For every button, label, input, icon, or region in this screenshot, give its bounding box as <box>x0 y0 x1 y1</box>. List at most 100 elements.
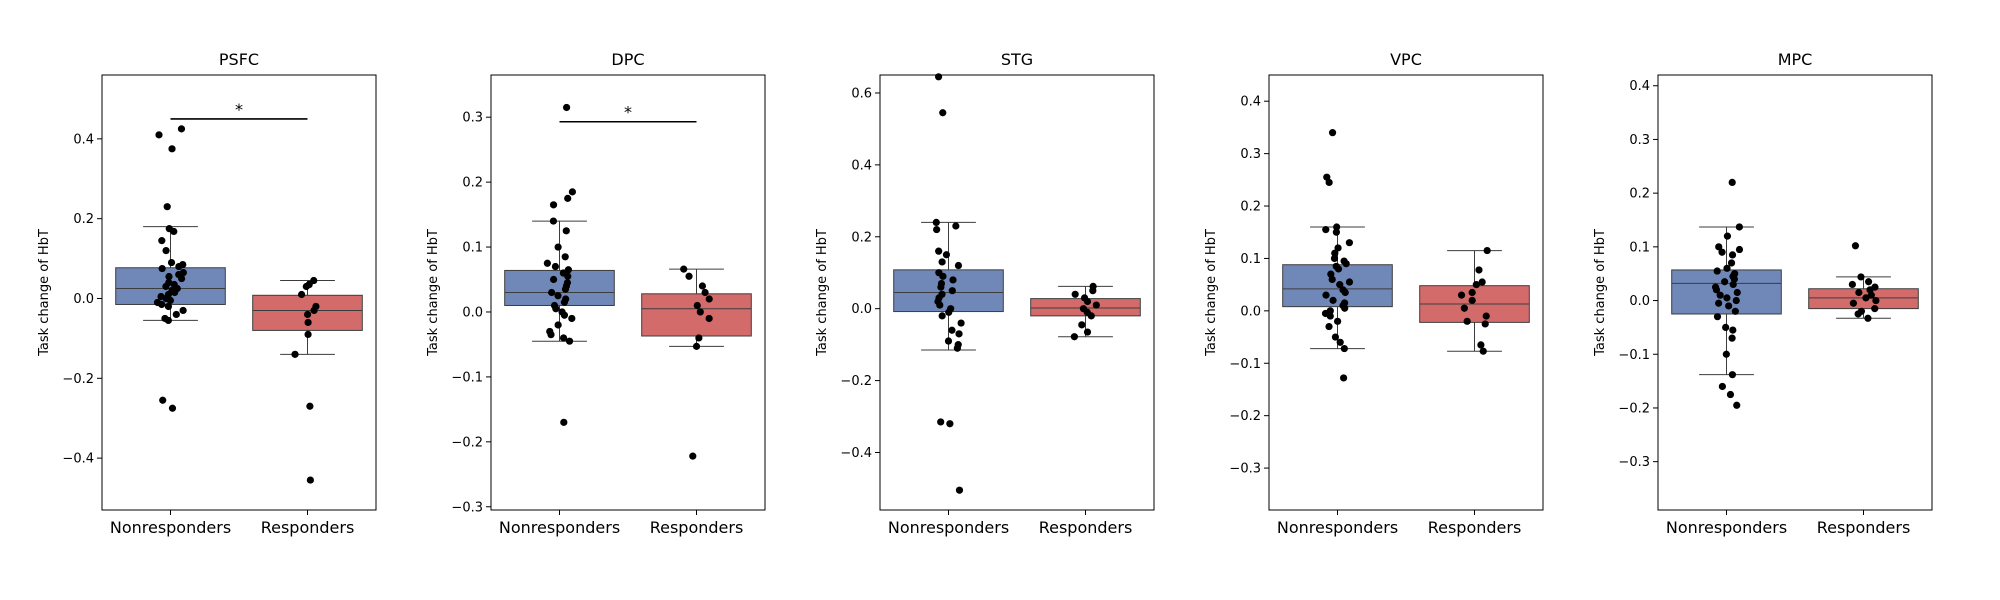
y-axis-label: Task change of HbT <box>426 229 441 357</box>
box-iqr <box>641 293 752 337</box>
y-tick-label: 0.4 <box>1240 95 1261 110</box>
data-point <box>1089 287 1097 295</box>
data-point <box>1071 290 1079 298</box>
data-point <box>549 275 558 284</box>
y-tick-label: 0.3 <box>1629 133 1650 148</box>
data-point <box>560 298 569 306</box>
data-point <box>1334 265 1343 273</box>
plot-frame <box>1268 74 1544 511</box>
y-tick-label: −0.3 <box>1229 462 1261 477</box>
y-tick-label: −0.3 <box>1618 455 1650 470</box>
data-point <box>938 258 946 266</box>
y-tick-label: 0.2 <box>73 212 94 227</box>
data-point <box>547 331 555 339</box>
data-point <box>1732 296 1740 305</box>
data-point <box>955 486 964 494</box>
box-iqr <box>504 269 615 306</box>
x-tick-label: Responders <box>1817 518 1911 537</box>
data-point <box>1334 244 1342 252</box>
significance-label: * <box>235 100 243 119</box>
data-point <box>942 251 951 259</box>
data-point <box>1333 223 1341 231</box>
data-point <box>1871 305 1879 313</box>
chart-title: MPC <box>1778 50 1813 69</box>
data-point <box>1331 249 1339 257</box>
data-point <box>304 330 312 339</box>
data-point <box>1864 314 1872 322</box>
data-point <box>955 330 963 338</box>
data-point <box>168 404 177 412</box>
y-tick-label: 0.2 <box>462 176 483 191</box>
data-point <box>705 295 713 303</box>
data-point <box>554 292 562 300</box>
data-point <box>1872 296 1880 305</box>
data-point <box>1718 248 1726 256</box>
chart-panel-dpc: DPC Task change of HbT −0.3 −0.2 −0.1 0.0 0.1 0… <box>426 50 766 537</box>
data-point <box>1087 312 1095 320</box>
data-point <box>946 420 954 428</box>
data-point <box>945 308 953 316</box>
data-point <box>685 272 693 280</box>
data-point <box>1728 334 1736 342</box>
data-point <box>167 258 176 267</box>
data-point <box>155 131 163 139</box>
data-point <box>297 290 306 299</box>
y-axis-label: Task change of HbT <box>815 229 830 357</box>
data-point <box>944 337 953 345</box>
data-point <box>1728 178 1736 187</box>
data-point <box>1330 254 1339 263</box>
series-nonresponders <box>115 125 226 412</box>
data-point <box>1866 286 1874 294</box>
plot-frame <box>879 74 1155 511</box>
chart-panel-mpc: MPC Task change of HbT −0.3 −0.2 −0.1 0.0 0.1 0… <box>1593 50 1933 537</box>
data-point <box>1730 275 1738 283</box>
data-point <box>164 316 172 325</box>
data-point <box>948 326 956 334</box>
data-point <box>1328 275 1336 283</box>
data-point <box>1322 226 1330 234</box>
data-point <box>1855 288 1863 297</box>
plot-frame <box>1657 74 1933 511</box>
x-tick-label: Nonresponders <box>1666 518 1787 537</box>
data-point <box>1329 296 1337 304</box>
data-point <box>1475 266 1483 274</box>
data-point <box>1326 312 1334 320</box>
series-nonresponders <box>1282 129 1393 382</box>
data-point <box>1468 296 1476 304</box>
data-point <box>1713 313 1722 321</box>
data-point <box>934 73 943 81</box>
data-point <box>1478 278 1486 286</box>
data-point <box>939 109 947 117</box>
plot-frame <box>101 74 377 511</box>
data-point <box>1857 273 1865 281</box>
data-point <box>1322 291 1330 299</box>
data-point <box>1729 280 1737 289</box>
data-point <box>1723 264 1731 272</box>
x-tick-label: Nonresponders <box>888 518 1009 537</box>
data-point <box>568 188 577 196</box>
data-point <box>562 227 570 235</box>
data-point <box>1715 243 1723 251</box>
y-tick-label: −0.3 <box>451 500 483 515</box>
data-point <box>158 237 166 245</box>
data-point <box>938 312 946 320</box>
chart-panel-psfc: PSFC Task change of HbT −0.4 −0.2 0.0 0.2 0.4 *… <box>37 50 377 537</box>
data-point <box>552 305 560 313</box>
data-point <box>166 296 174 305</box>
x-tick-label: Nonresponders <box>110 518 231 537</box>
y-tick-label: −0.2 <box>1618 401 1650 416</box>
data-point <box>1727 259 1736 267</box>
data-point <box>1468 288 1476 297</box>
data-point <box>310 306 318 315</box>
data-point <box>705 314 713 323</box>
data-point <box>170 227 178 236</box>
data-point <box>698 282 707 290</box>
data-point <box>1332 228 1340 236</box>
y-tick-label: −0.2 <box>840 374 872 389</box>
data-point <box>1721 278 1729 286</box>
y-tick-label: 0.0 <box>73 292 94 307</box>
data-point <box>1713 267 1721 275</box>
data-point <box>565 337 574 345</box>
data-point <box>165 272 173 281</box>
